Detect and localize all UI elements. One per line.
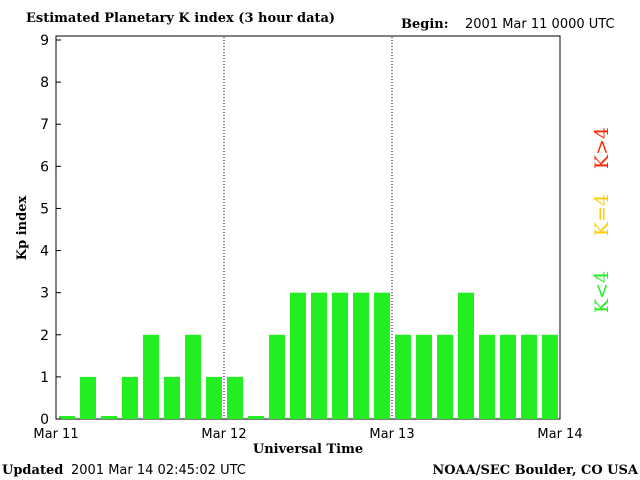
kp-bar	[164, 376, 180, 419]
y-tick-label: 6	[40, 159, 49, 175]
updated-label: Updated	[2, 463, 63, 478]
kp-bars	[59, 292, 558, 419]
y-tick-label: 9	[40, 33, 49, 49]
y-tick-label: 2	[40, 328, 49, 344]
kp-bar	[332, 292, 348, 419]
y-tick-label: 0	[40, 412, 49, 428]
kp-bar	[374, 292, 390, 419]
legend-item: K=4	[591, 194, 613, 236]
x-tick-label: Mar 12	[201, 427, 246, 442]
plot-frame	[55, 35, 561, 420]
x-tick-label: Mar 11	[33, 427, 78, 442]
y-tick-label: 3	[40, 286, 49, 302]
kp-bar	[353, 292, 369, 419]
begin-value: 2001 Mar 11 0000 UTC	[465, 17, 615, 32]
kp-bar	[458, 292, 474, 419]
kp-bar	[311, 292, 327, 419]
kp-bar	[122, 376, 138, 419]
credit-text: NOAA/SEC Boulder, CO USA	[432, 463, 639, 478]
kp-bar	[542, 334, 558, 419]
kp-bar	[248, 416, 264, 419]
kp-bar	[290, 292, 306, 419]
y-tick-label: 7	[40, 117, 49, 133]
kp-bar	[416, 334, 432, 419]
y-axis-ticks: 0 1 2 3 4 5 6 7 8 9	[40, 33, 61, 428]
y-tick-label: 8	[40, 75, 49, 91]
kp-bar	[206, 376, 222, 419]
y-tick-label: 4	[40, 244, 49, 260]
kp-bar	[437, 334, 453, 419]
kp-bar	[269, 334, 285, 419]
kp-bar	[143, 334, 159, 419]
kp-bar	[80, 376, 96, 419]
legend: K>4 K=4 K<4	[591, 127, 613, 313]
kp-bar	[395, 334, 411, 419]
x-tick-label: Mar 13	[369, 427, 414, 442]
y-axis-label: Kp index	[15, 196, 30, 261]
day-dividers	[223, 37, 393, 418]
kp-bar	[185, 334, 201, 419]
x-tick-label: Mar 14	[537, 427, 582, 442]
legend-item: K<4	[591, 271, 613, 313]
y-tick-label: 1	[40, 370, 49, 386]
kp-bar	[227, 376, 243, 419]
kp-bar	[479, 334, 495, 419]
begin-label: Begin:	[401, 17, 449, 32]
kp-bar	[101, 416, 117, 419]
kp-bar	[59, 416, 75, 419]
chart-title: Estimated Planetary K index (3 hour data…	[26, 11, 335, 26]
kp-bar	[500, 334, 516, 419]
y-tick-label: 5	[40, 201, 49, 217]
updated-value: 2001 Mar 14 02:45:02 UTC	[71, 463, 246, 478]
x-axis-ticks: Mar 11 Mar 12 Mar 13 Mar 14	[33, 427, 582, 442]
x-axis-label: Universal Time	[253, 442, 363, 457]
kp-bar	[521, 334, 537, 419]
legend-item: K>4	[591, 127, 613, 169]
